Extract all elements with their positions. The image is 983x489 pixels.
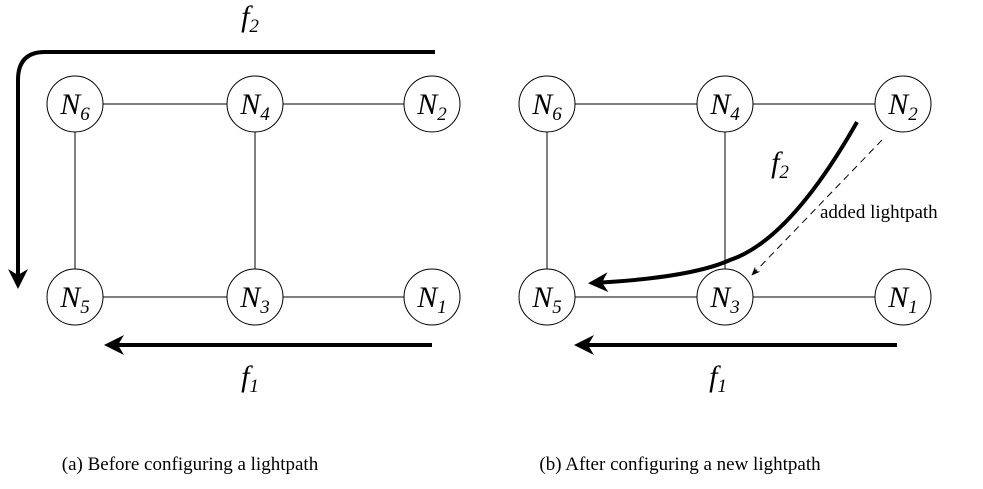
flow-arrows — [8, 50, 897, 355]
label: f1 — [709, 360, 727, 397]
node — [46, 75, 104, 133]
label: N4 — [239, 88, 270, 125]
subscript: 1 — [908, 297, 918, 318]
edges — [74, 103, 875, 298]
subscript: 2 — [779, 162, 789, 183]
node — [518, 268, 576, 326]
subscript: 1 — [249, 376, 259, 397]
label: N1 — [887, 281, 918, 318]
subscript: 2 — [437, 104, 447, 125]
caption: (a) Before configuring a lightpath — [62, 454, 319, 475]
letter: N — [887, 281, 910, 314]
node — [518, 75, 576, 133]
letter: N — [709, 88, 732, 121]
subscript: 4 — [260, 104, 270, 125]
label: N2 — [887, 88, 918, 125]
label: N6 — [59, 88, 90, 125]
subscript: 6 — [552, 104, 562, 125]
label: f1 — [241, 360, 259, 397]
label: N3 — [239, 281, 270, 318]
letter: N — [239, 281, 262, 314]
added-lightpath — [751, 139, 883, 276]
label: N5 — [59, 281, 90, 318]
label: N1 — [416, 281, 447, 318]
letter: N — [59, 88, 82, 121]
label: f2 — [771, 146, 789, 183]
subscript: 5 — [552, 297, 562, 318]
subscript: 3 — [729, 297, 740, 318]
letter: N — [416, 281, 439, 314]
letter: N — [531, 281, 554, 314]
letter: N — [416, 88, 439, 121]
letter: N — [59, 281, 82, 314]
node — [874, 75, 932, 133]
label: N6 — [531, 88, 562, 125]
letter: N — [709, 281, 732, 314]
subscript: 6 — [80, 104, 90, 125]
annotation: added lightpath — [820, 202, 938, 223]
label: N2 — [416, 88, 447, 125]
subscript: 2 — [908, 104, 918, 125]
label: N3 — [709, 281, 740, 318]
node — [696, 75, 754, 133]
node — [46, 268, 104, 326]
node — [226, 268, 284, 326]
letter: N — [887, 88, 910, 121]
node — [403, 268, 461, 326]
label: N4 — [709, 88, 740, 125]
node — [226, 75, 284, 133]
node — [403, 75, 461, 133]
label: f2 — [241, 0, 259, 37]
letter: N — [531, 88, 554, 121]
node — [696, 268, 754, 326]
subscript: 1 — [717, 376, 727, 397]
node — [874, 268, 932, 326]
subscript: 1 — [437, 297, 447, 318]
caption: (b) After configuring a new lightpath — [539, 454, 821, 475]
subscript: 4 — [730, 104, 740, 125]
subscript: 5 — [80, 297, 90, 318]
subscript: 2 — [249, 16, 259, 37]
subscript: 3 — [259, 297, 270, 318]
label: N5 — [531, 281, 562, 318]
letter: N — [239, 88, 262, 121]
